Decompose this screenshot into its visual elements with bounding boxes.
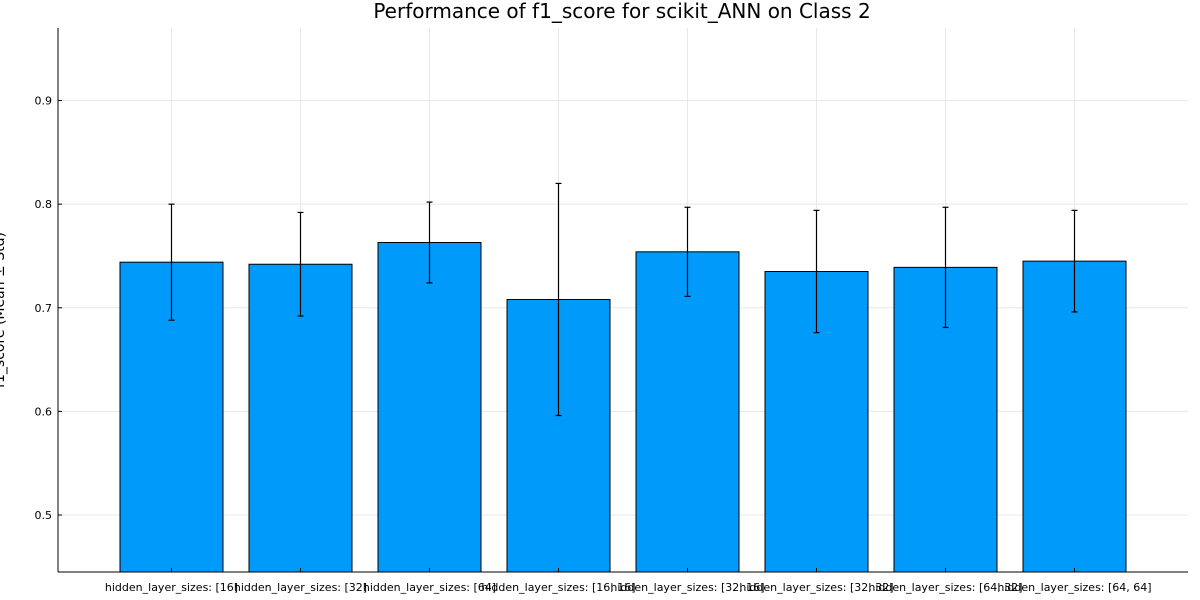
y-tick-label: 0.7 bbox=[35, 302, 53, 315]
error-bars bbox=[168, 182, 1078, 417]
x-tick-label: hidden_layer_sizes: [64, 32] bbox=[868, 581, 1022, 594]
bar bbox=[635, 251, 740, 573]
y-tick-label: 0.6 bbox=[35, 405, 53, 418]
chart-title: Performance of f1_score for scikit_ANN o… bbox=[373, 0, 870, 23]
bars bbox=[119, 241, 1127, 573]
axes bbox=[57, 28, 1188, 573]
grid-lines bbox=[58, 28, 1188, 572]
x-tick-label: hidden_layer_sizes: [16, 16] bbox=[481, 581, 635, 594]
y-tick-labels: 0.5 0.6 0.7 0.8 0.9 bbox=[35, 95, 53, 522]
x-tick-label: hidden_layer_sizes: [64] bbox=[363, 581, 496, 594]
y-tick-label: 0.5 bbox=[35, 509, 53, 522]
bar bbox=[377, 241, 482, 573]
x-tick-label: hidden_layer_sizes: [16] bbox=[105, 581, 238, 594]
x-tick-label: hidden_layer_sizes: [32] bbox=[234, 581, 367, 594]
y-axis-label: f1_score (Mean ± Std) bbox=[0, 232, 8, 388]
x-tick-label: hidden_layer_sizes: [32, 32] bbox=[739, 581, 893, 594]
x-tick-label: hidden_layer_sizes: [32, 16] bbox=[610, 581, 764, 594]
x-tick-label: hidden_layer_sizes: [64, 64] bbox=[997, 581, 1151, 594]
x-tick-labels: hidden_layer_sizes: [16]hidden_layer_siz… bbox=[105, 581, 1152, 594]
y-tick-label: 0.9 bbox=[35, 95, 53, 108]
y-tick-label: 0.8 bbox=[35, 198, 53, 211]
